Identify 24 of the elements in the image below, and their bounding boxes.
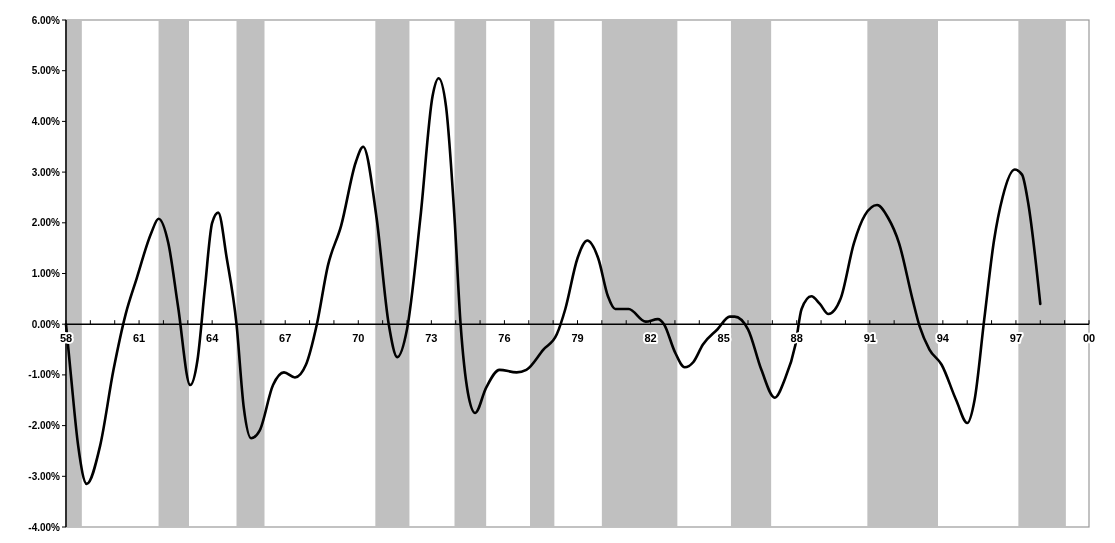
x-tick-label: 94 bbox=[936, 332, 950, 345]
x-tick-label: 73 bbox=[425, 332, 438, 345]
y-tick-label: -2.00% bbox=[28, 420, 61, 432]
x-tick-label: 76 bbox=[498, 332, 511, 345]
y-tick-label: -4.00% bbox=[28, 521, 61, 533]
x-tick-label: 79 bbox=[571, 332, 584, 345]
x-tick-label: 61 bbox=[132, 332, 146, 345]
y-tick-label: 0.00% bbox=[31, 318, 61, 330]
y-tick-label: -1.00% bbox=[28, 369, 61, 381]
x-tick-label: 67 bbox=[279, 332, 292, 345]
y-tick-label: 3.00% bbox=[31, 166, 61, 178]
y-tick-label: 1.00% bbox=[31, 268, 61, 279]
x-tick-label: 64 bbox=[206, 332, 220, 345]
y-tick-label: 6.00% bbox=[31, 14, 61, 26]
x-tick-label: 70 bbox=[352, 332, 365, 345]
x-tick-label: 00 bbox=[1082, 332, 1096, 345]
y-tick-label: 2.00% bbox=[31, 217, 61, 229]
x-tick-label: 91 bbox=[863, 332, 876, 345]
y-tick-label: 5.00% bbox=[31, 65, 61, 77]
y-tick-label: 4.00% bbox=[31, 115, 61, 127]
y-tick-label: -3.00% bbox=[28, 470, 61, 482]
x-tick-label: 85 bbox=[717, 332, 730, 345]
x-tick-label: 82 bbox=[644, 332, 657, 345]
x-tick-label: 97 bbox=[1009, 332, 1023, 345]
